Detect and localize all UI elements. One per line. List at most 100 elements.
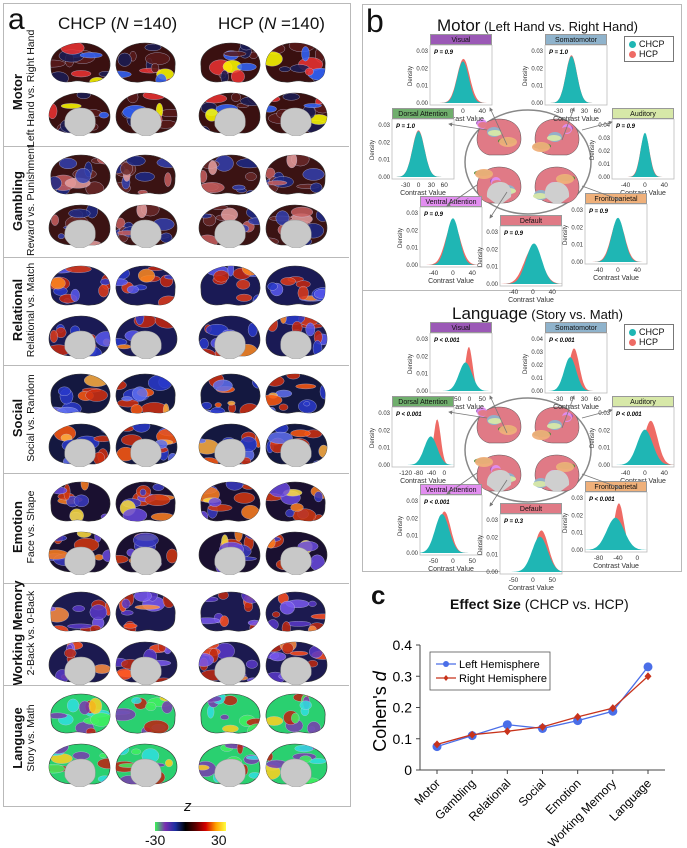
network-atlas-brain — [464, 109, 592, 215]
y-tick-label: 0.02 — [531, 66, 543, 72]
x-tick-label: 0 — [531, 289, 535, 296]
row-divider — [4, 146, 349, 147]
brain-hcp-left-medial — [198, 743, 261, 787]
data-point-left — [502, 720, 512, 730]
x-tick-label: 0 — [468, 396, 472, 403]
brain-chcp-left-medial — [48, 315, 111, 359]
x-tick-label: 50 — [549, 577, 557, 584]
brain-chcp-right-medial — [115, 531, 178, 575]
legend-swatch — [629, 338, 636, 346]
chcp-density — [545, 56, 607, 103]
p-value: P < 0.001 — [549, 338, 575, 344]
legend-marker — [443, 661, 449, 667]
brain-hcp-right-lateral — [265, 693, 326, 734]
x-tick-label: 60 — [441, 182, 449, 189]
chcp-density — [392, 436, 454, 465]
legend-item: CHCP — [629, 327, 669, 337]
y-axis-label: Density — [563, 225, 569, 245]
y-tick-label: 0.03 — [571, 496, 583, 502]
p-value: P < 0.001 — [396, 412, 422, 418]
x-axis-label: Contrast Value — [428, 278, 474, 285]
legend-label: Right Hemisphere — [459, 673, 547, 685]
density-plot: P < 0.0010.000.010.020.03-40040Contrast … — [590, 407, 675, 485]
x-tick-label: -30 — [554, 108, 564, 115]
y-tick-label: 0.01 — [571, 531, 583, 537]
y-tick-label: 0.04 — [531, 337, 543, 343]
y-tick-label: 0.02 — [416, 354, 428, 360]
brain-hcp-right-lateral — [265, 265, 326, 306]
y-tick-label: 0.00 — [598, 175, 610, 181]
y-axis-label: Cohen's d — [370, 670, 390, 751]
panel-b-letter: b — [366, 3, 384, 39]
y-tick-label: 0.01 — [406, 246, 418, 252]
contrast-name: Face vs. Shape — [25, 490, 37, 564]
y-axis-label: Density — [370, 428, 376, 448]
x-tick-label: 60 — [594, 108, 602, 115]
x-tick-label: -30 — [401, 182, 411, 189]
colorbar — [155, 822, 226, 831]
x-tick-label: 0 — [643, 470, 647, 477]
brain-hcp-right-lateral — [265, 591, 326, 632]
chcp-density — [420, 218, 482, 265]
y-tick-label: 0.03 — [416, 49, 428, 55]
y-tick-label: 0.01 — [598, 162, 610, 168]
y-tick-label: 0.00 — [486, 282, 498, 288]
panel-b-divider — [362, 290, 682, 291]
x-tick-label: 30 — [428, 182, 436, 189]
legend-swatch — [629, 328, 636, 336]
p-value: P < 0.001 — [424, 500, 450, 506]
row-divider — [4, 583, 349, 584]
x-tick-label: 50 — [479, 396, 487, 403]
y-tick-label: 0.01 — [378, 446, 390, 452]
y-tick-label: 0.02 — [531, 363, 543, 369]
legend-swatch — [629, 40, 636, 48]
p-value: P < 0.001 — [434, 338, 460, 344]
y-tick-label: 0.03 — [406, 499, 418, 505]
network-tag-somatomotor: Somatomotor — [545, 322, 607, 333]
density-plot: P < 0.001 0.00 0.01 0.02 0.03 -80 -40 0Contrast… — [563, 492, 648, 570]
y-tick-label: 0.02 — [571, 225, 583, 231]
task-name: Motor — [10, 73, 25, 111]
section-title-bold: Language — [452, 304, 528, 323]
network-arrows — [446, 107, 621, 219]
brain-hcp-right-medial — [265, 641, 328, 685]
brain-chcp-left-medial — [48, 743, 111, 787]
y-tick-label: 0.03 — [486, 230, 498, 236]
x-tick-label: -40 — [594, 267, 604, 274]
hcp-density — [545, 348, 607, 391]
x-axis-label: Contrast Value — [400, 190, 446, 197]
brain-chcp-right-lateral — [115, 373, 176, 414]
chcp-density — [500, 536, 562, 572]
row-label-emotion: Emotion Face vs. Shape — [10, 472, 37, 582]
x-axis-label: Contrast Value — [553, 404, 599, 411]
x-tick-label: -50 — [509, 577, 519, 584]
legend-marker — [443, 675, 449, 681]
x-axis-label: Contrast Value — [400, 478, 446, 485]
chcp-density — [430, 61, 492, 103]
brain-chcp-right-medial — [115, 204, 178, 248]
brain-hcp-right-lateral — [265, 154, 326, 195]
brain-hcp-left-medial — [198, 204, 261, 248]
x-tick-label: -80 — [414, 470, 424, 477]
column-header-chcp: CHCP (N =140) — [58, 14, 178, 33]
x-tick-label: 40 — [469, 270, 477, 277]
brain-chcp-left-medial — [48, 92, 111, 136]
brain-hcp-left-lateral — [200, 591, 261, 632]
brain-hcp-left-lateral — [200, 42, 261, 83]
x-tick-label: -30 — [554, 396, 564, 403]
y-tick-label: 0.03 — [378, 411, 390, 417]
legend-label: CHCP — [639, 39, 665, 49]
y-tick-label: 0.02 — [378, 140, 390, 146]
y-tick-label: 0.00 — [598, 463, 610, 469]
panel-a-letter: a — [8, 3, 25, 36]
row-divider — [4, 685, 349, 686]
contrast-name: Relational vs. Match — [25, 262, 37, 358]
brain-chcp-left-medial — [48, 531, 111, 575]
y-tick-label: 0.01 — [486, 265, 498, 271]
density-plot: P < 0.001 0.00 0.01 0.02 0.03 -120 -80 -40 0Cont… — [370, 407, 455, 485]
y-tick-label: 0.03 — [531, 350, 543, 356]
x-tick-label: 0 — [451, 558, 455, 565]
y-axis-label: Density — [408, 66, 414, 86]
colorbar-max-label: 30 — [211, 832, 227, 848]
